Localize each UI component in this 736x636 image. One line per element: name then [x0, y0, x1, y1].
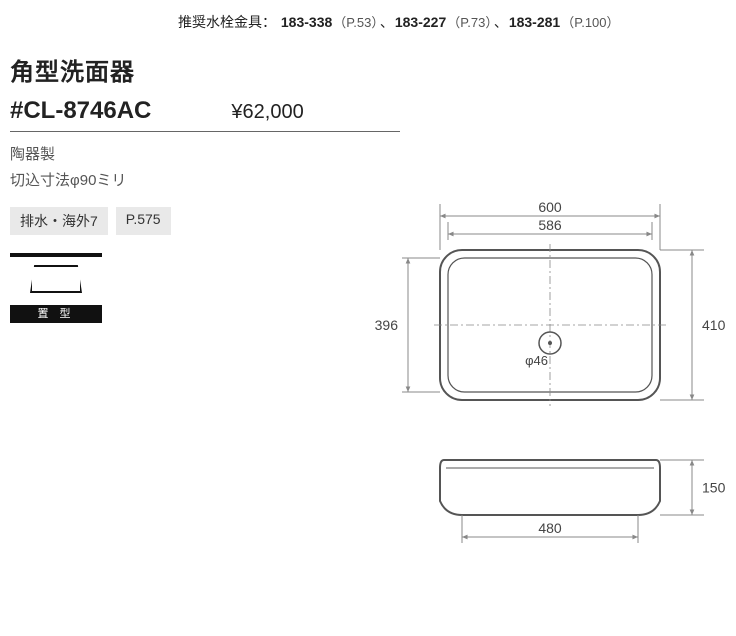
rec-code-0: 183-338 — [281, 14, 332, 30]
svg-text:600: 600 — [538, 199, 562, 215]
specs: 陶器製 切込寸法φ90ミリ — [10, 142, 726, 193]
sep-0: 、 — [380, 14, 394, 30]
svg-text:φ46: φ46 — [525, 353, 548, 368]
rec-code-2: 183-281 — [509, 14, 560, 30]
sep-1: 、 — [494, 14, 508, 30]
rec-page-0: （P.53） — [333, 15, 378, 30]
technical-drawing: φ46600586410396150480 — [370, 200, 722, 620]
rec-page-2: （P.100） — [561, 15, 619, 30]
svg-text:396: 396 — [375, 317, 399, 333]
rec-page-1: （P.73） — [447, 15, 492, 30]
product-title: 角型洗面器 — [10, 52, 726, 87]
spec-cutout: 切込寸法φ90ミリ — [10, 168, 726, 194]
svg-text:586: 586 — [538, 217, 562, 233]
svg-text:480: 480 — [538, 520, 562, 536]
mount-type-label: 置 型 — [10, 305, 102, 323]
recommend-line: 推奨水栓金具： 183-338（P.53）、183-227（P.73）、183-… — [178, 12, 726, 32]
tag-drain: 排水・海外7 — [10, 207, 108, 235]
rec-code-1: 183-227 — [395, 14, 446, 30]
spec-material: 陶器製 — [10, 142, 726, 168]
recommend-label: 推奨水栓金具： — [178, 14, 276, 30]
model-row: #CL-8746AC ¥62,000 — [10, 97, 400, 132]
svg-text:150: 150 — [702, 480, 726, 496]
svg-text:410: 410 — [702, 317, 726, 333]
price: ¥62,000 — [231, 101, 303, 124]
tag-page: P.575 — [116, 207, 171, 235]
model-number: #CL-8746AC — [10, 97, 151, 125]
